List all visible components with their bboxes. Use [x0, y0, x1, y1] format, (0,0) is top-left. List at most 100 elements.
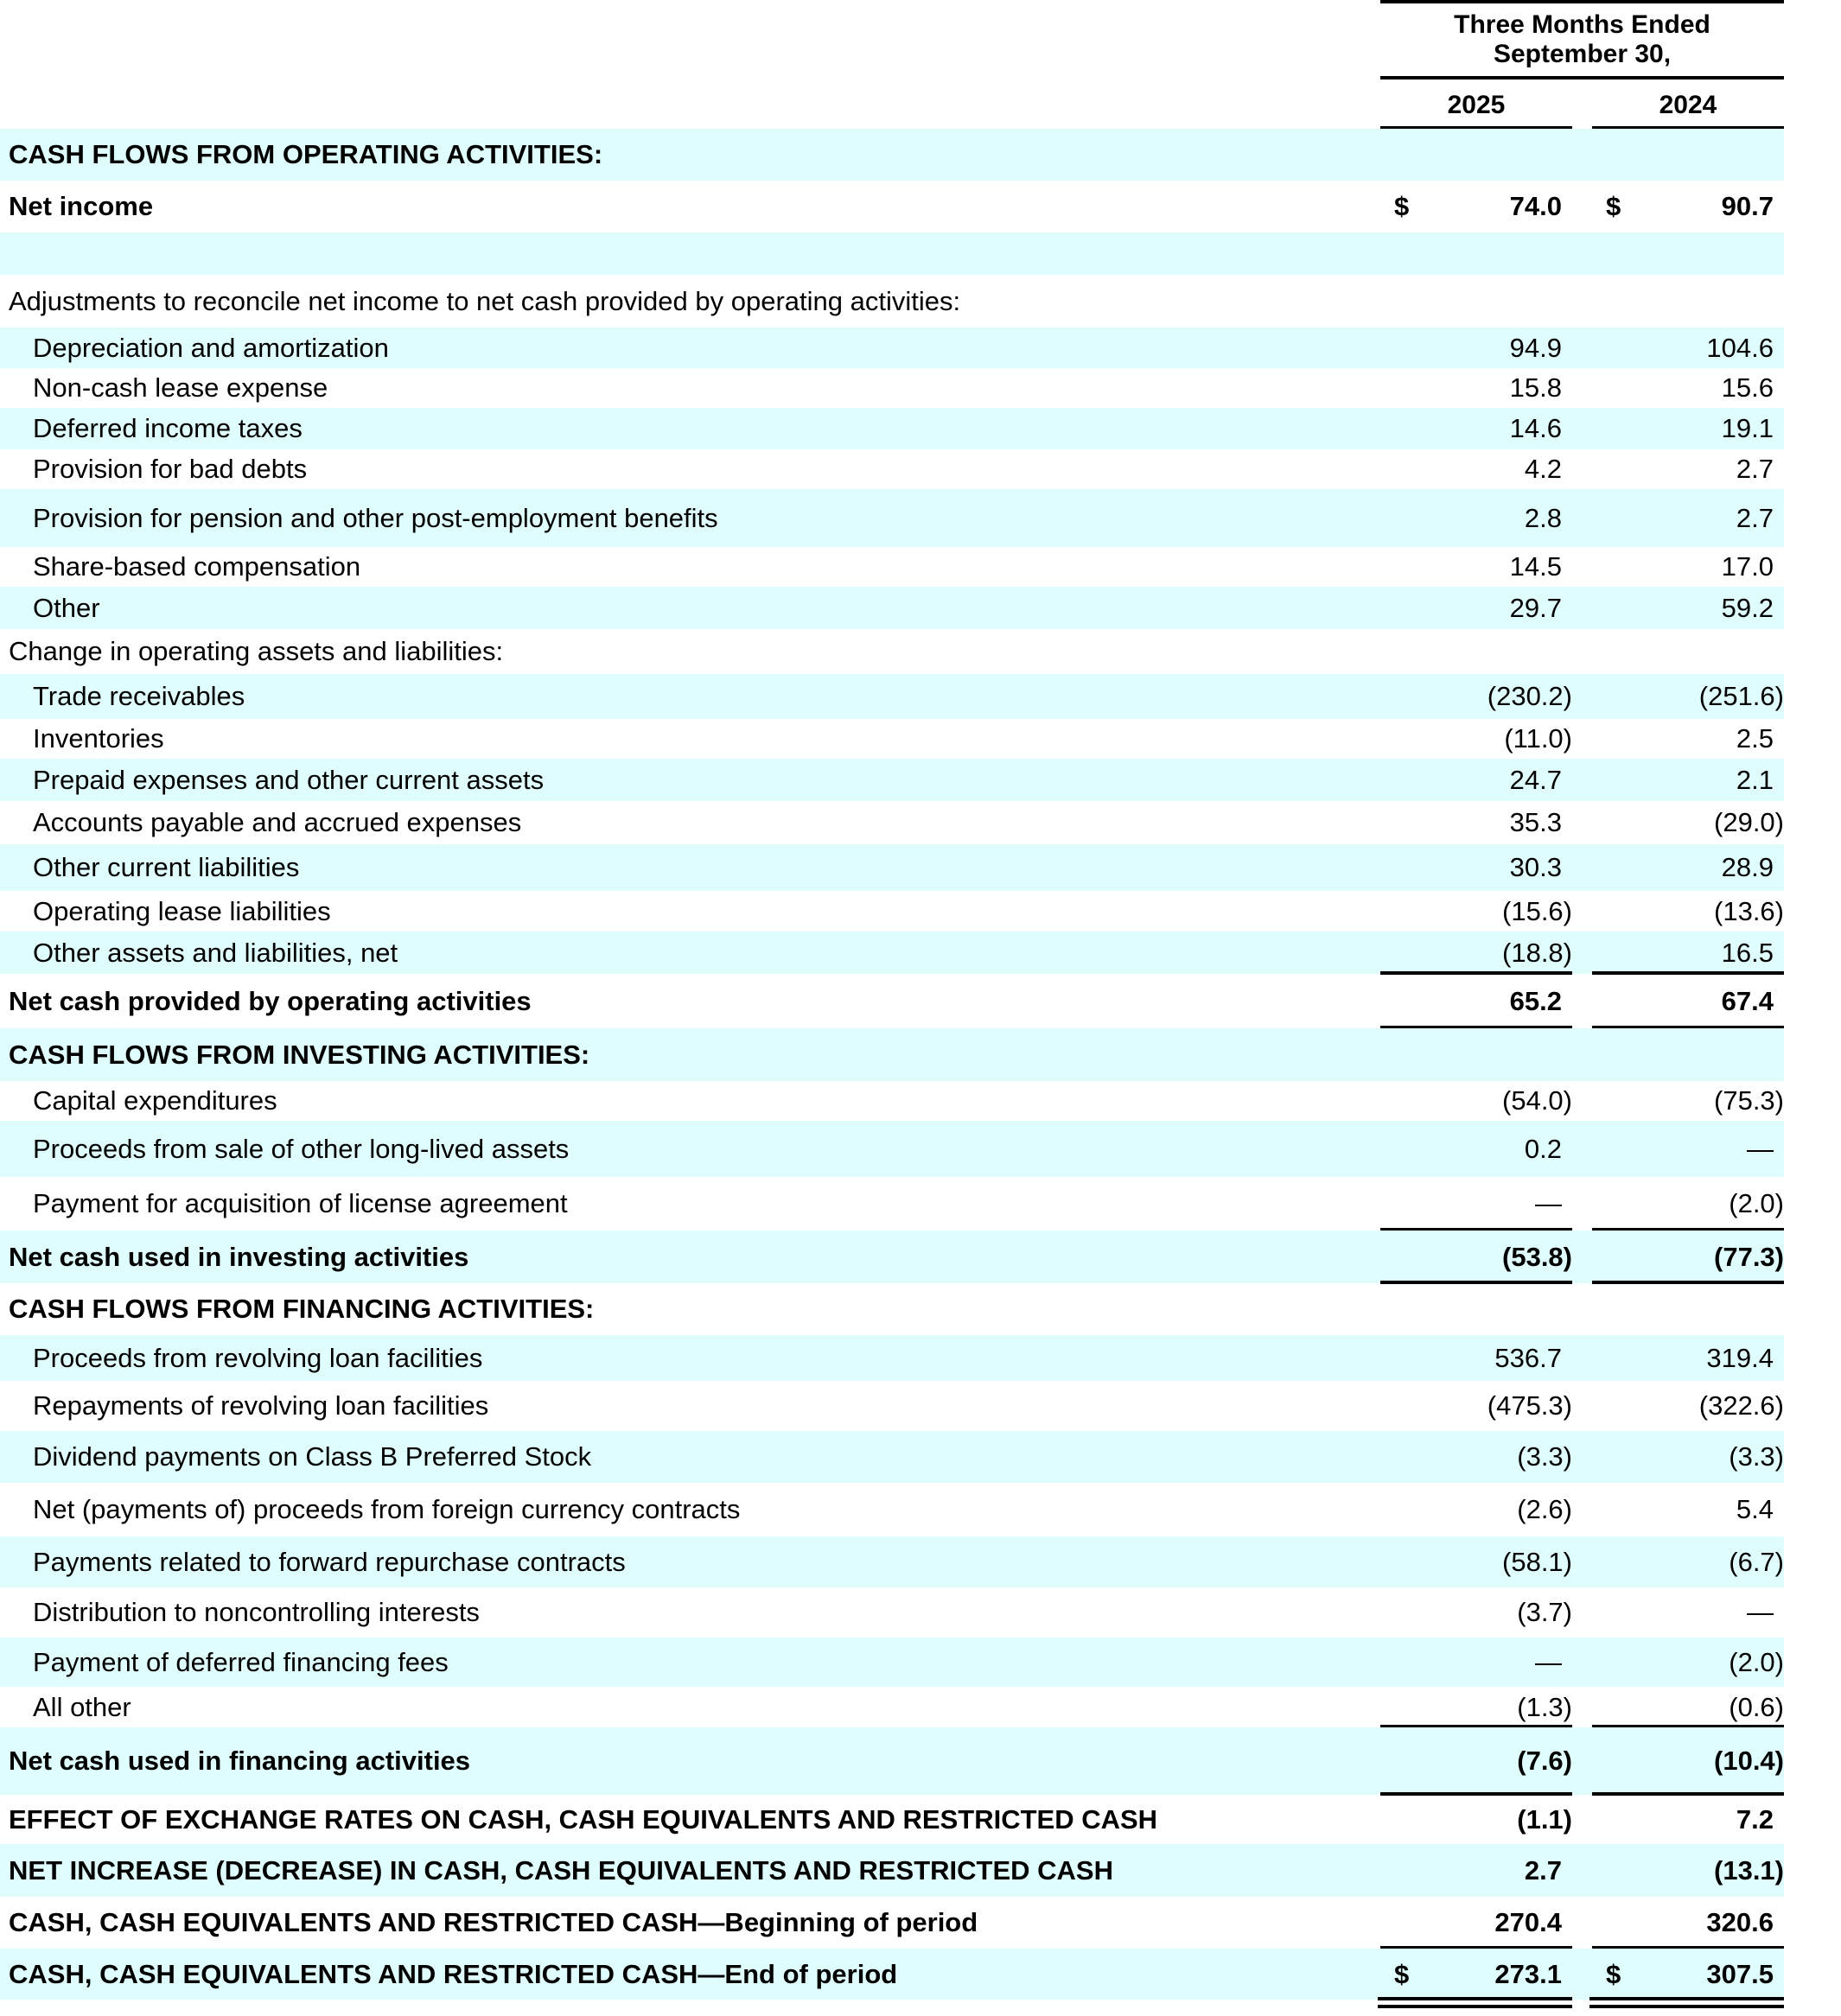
- value: —: [1747, 1133, 1774, 1164]
- value-cell-2024: 5.4: [1592, 1483, 1784, 1536]
- value-cell-2024: [1592, 275, 1784, 328]
- row-label: CASH FLOWS FROM INVESTING ACTIVITIES:: [9, 1039, 590, 1070]
- row-label: Provision for pension and other post-emp…: [33, 502, 718, 533]
- value-cell-2024: (3.3): [1592, 1431, 1784, 1483]
- value: (18.8): [1502, 937, 1572, 968]
- value-cell-2024: $90.7: [1592, 181, 1784, 232]
- subtotal-rule: [1380, 1725, 1572, 1728]
- table-row: Prepaid expenses and other current asset…: [0, 759, 1784, 801]
- value: (6.7): [1729, 1546, 1784, 1577]
- value-cell-2024: 59.2: [1592, 587, 1784, 629]
- value: 59.2: [1721, 592, 1774, 623]
- row-label: NET INCREASE (DECREASE) IN CASH, CASH EQ…: [9, 1854, 1113, 1886]
- value-cell-2025: (1.3): [1380, 1687, 1572, 1727]
- value-cell-2024: 2.1: [1592, 759, 1784, 801]
- value-cell-2024: 320.6: [1592, 1897, 1784, 1949]
- value-cell-2025: (230.2): [1380, 674, 1572, 719]
- double-total-rule: [1589, 2005, 1784, 2008]
- value: 2.7: [1524, 1854, 1562, 1886]
- value-cell-2024: 16.5: [1592, 932, 1784, 974]
- value-cell-2025: $273.1: [1380, 1949, 1572, 2000]
- value-cell-2025: (7.6): [1380, 1727, 1572, 1795]
- value-cell-2025: —: [1380, 1177, 1572, 1231]
- value: (10.4): [1714, 1746, 1784, 1776]
- value-cell-2025: 94.9: [1380, 328, 1572, 368]
- row-label: Payment for acquisition of license agree…: [33, 1188, 568, 1218]
- table-row: Payment for acquisition of license agree…: [0, 1177, 1784, 1231]
- value-cell-2025: [1380, 1028, 1572, 1081]
- value: 5.4: [1736, 1494, 1774, 1524]
- row-label: Net cash provided by operating activitie…: [9, 985, 532, 1016]
- value-cell-2024: 19.1: [1592, 408, 1784, 449]
- value: (322.6): [1698, 1390, 1784, 1421]
- value-cell-2025: 24.7: [1380, 759, 1572, 801]
- row-label: Capital expenditures: [33, 1085, 277, 1116]
- table-row: Provision for pension and other post-emp…: [0, 489, 1784, 547]
- value-cell-2025: 35.3: [1380, 801, 1572, 844]
- value: 270.4: [1494, 1907, 1562, 1937]
- row-label: CASH, CASH EQUIVALENTS AND RESTRICTED CA…: [9, 1907, 978, 1937]
- value-cell-2024: 2.7: [1592, 489, 1784, 547]
- value: 2.8: [1524, 502, 1562, 533]
- year-rule-2025: [1380, 126, 1572, 130]
- table-row: Payments related to forward repurchase c…: [0, 1536, 1784, 1587]
- column-header-2025: 2025: [1447, 91, 1506, 119]
- value: 2.7: [1736, 502, 1774, 533]
- value-cell-2024: 104.6: [1592, 328, 1784, 368]
- subtotal-rule: [1592, 971, 1784, 975]
- double-total-rule: [1589, 1997, 1784, 2000]
- value-cell-2024: —: [1592, 1587, 1784, 1638]
- value-cell-2025: 0.2: [1380, 1121, 1572, 1177]
- row-label: Net cash used in financing activities: [9, 1746, 471, 1776]
- value: 104.6: [1706, 332, 1774, 363]
- value-cell-2025: (475.3): [1380, 1381, 1572, 1431]
- value-cell-2025: 30.3: [1380, 844, 1572, 891]
- table-row: Change in operating assets and liabiliti…: [0, 629, 1784, 674]
- value-cell-2025: (15.6): [1380, 891, 1572, 932]
- row-label: Proceeds from sale of other long-lived a…: [33, 1133, 570, 1164]
- value-cell-2025: 14.5: [1380, 547, 1572, 587]
- currency-symbol: $: [1606, 191, 1621, 221]
- value: 94.9: [1509, 332, 1562, 363]
- row-label: CASH, CASH EQUIVALENTS AND RESTRICTED CA…: [9, 1958, 898, 1989]
- value-cell-2024: [1592, 232, 1784, 275]
- row-label: CASH FLOWS FROM FINANCING ACTIVITIES:: [9, 1294, 595, 1324]
- value: (53.8): [1502, 1241, 1572, 1272]
- value-cell-2025: (18.8): [1380, 932, 1572, 974]
- value: 15.8: [1509, 372, 1562, 403]
- value-cell-2025: 14.6: [1380, 408, 1572, 449]
- row-label: CASH FLOWS FROM OPERATING ACTIVITIES:: [9, 139, 603, 169]
- table-row: Net cash used in financing activities (7.…: [0, 1727, 1784, 1795]
- value: (230.2): [1487, 681, 1572, 711]
- value-cell-2025: (54.0): [1380, 1081, 1572, 1121]
- value: (251.6): [1698, 681, 1784, 711]
- table-row: CASH FLOWS FROM OPERATING ACTIVITIES:: [0, 129, 1784, 181]
- table-row: CASH FLOWS FROM FINANCING ACTIVITIES:: [0, 1283, 1784, 1335]
- value: (15.6): [1502, 895, 1572, 926]
- subtotal-rule: [1592, 1281, 1784, 1284]
- value: (13.6): [1714, 895, 1784, 926]
- value-cell-2024: 17.0: [1592, 547, 1784, 587]
- value: (7.6): [1517, 1746, 1572, 1776]
- value-cell-2025: 4.2: [1380, 449, 1572, 489]
- value: (11.0): [1504, 723, 1572, 754]
- table-row: Dividend payments on Class B Preferred S…: [0, 1431, 1784, 1483]
- value-cell-2024: (6.7): [1592, 1536, 1784, 1587]
- value-cell-2024: 2.5: [1592, 719, 1784, 759]
- value: (2.6): [1517, 1494, 1572, 1524]
- row-label: Payments related to forward repurchase c…: [33, 1546, 626, 1577]
- row-label: Net income: [9, 191, 154, 221]
- year-rule-2024: [1592, 126, 1784, 130]
- table-row: Other assets and liabilities, net (18.8) 1…: [0, 932, 1784, 974]
- value: 273.1: [1494, 1958, 1562, 1989]
- value: (475.3): [1487, 1390, 1572, 1421]
- column-header-2024: 2024: [1659, 91, 1717, 119]
- value: (2.0): [1729, 1646, 1784, 1677]
- value: 74.0: [1509, 191, 1562, 221]
- value: 7.2: [1736, 1803, 1774, 1835]
- row-label: Adjustments to reconcile net income to n…: [9, 285, 961, 316]
- value: (3.7): [1517, 1597, 1572, 1627]
- value: 16.5: [1721, 937, 1774, 968]
- value: 15.6: [1721, 372, 1774, 403]
- row-label: Prepaid expenses and other current asset…: [33, 764, 545, 795]
